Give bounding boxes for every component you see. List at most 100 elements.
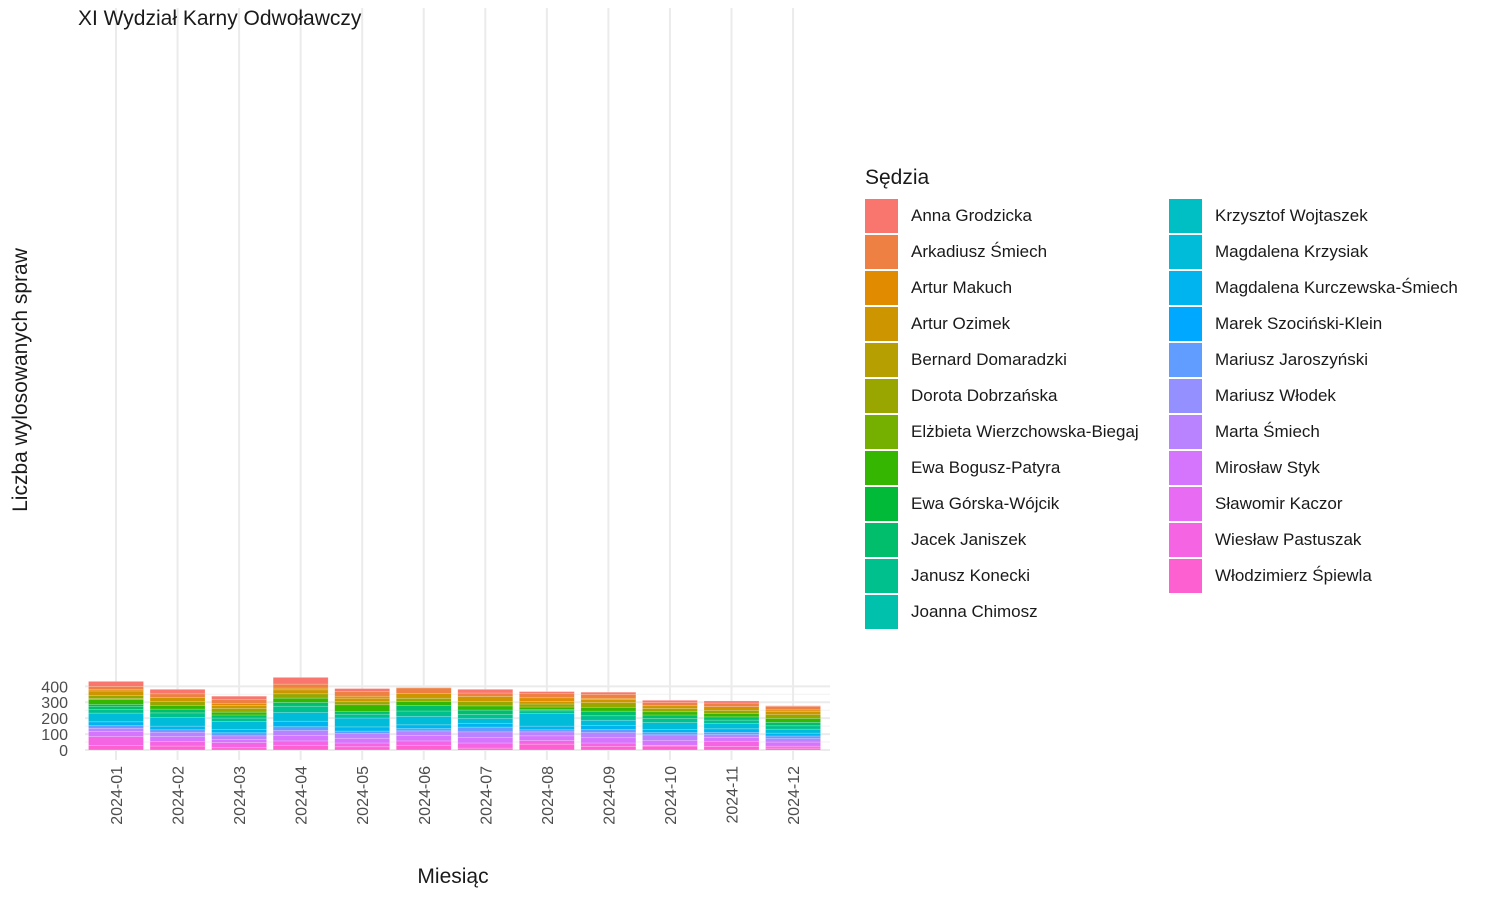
legend-key xyxy=(1169,487,1202,521)
x-tick-label: 2024-08 xyxy=(540,766,557,825)
legend-item: Artur Makuch xyxy=(865,270,1012,306)
bar-segment xyxy=(457,701,514,707)
bar-segment xyxy=(642,729,698,733)
bar-segment xyxy=(211,704,267,709)
y-tick-label: 0 xyxy=(59,743,68,760)
bar-segment xyxy=(211,699,267,704)
legend-label: Mirosław Styk xyxy=(1215,458,1320,477)
bar-segment xyxy=(395,687,452,694)
bar-segment xyxy=(519,729,575,733)
bar-segment xyxy=(88,725,144,729)
legend-title: Sędzia xyxy=(865,166,930,189)
bar-segment xyxy=(211,695,267,700)
bar-segment xyxy=(149,717,206,727)
bar-segment xyxy=(519,691,575,694)
bar-segment xyxy=(703,728,760,733)
bar-segment xyxy=(88,709,144,714)
bar-segment xyxy=(272,677,329,685)
bar-segment xyxy=(395,730,452,736)
bar-segment xyxy=(519,693,575,699)
bar-segment xyxy=(395,724,452,729)
bar-segment xyxy=(519,703,575,708)
bar-segment xyxy=(703,713,760,718)
bar-segment xyxy=(272,740,329,746)
bar-segment xyxy=(703,702,760,707)
bar-segment xyxy=(519,731,575,737)
legend-label: Anna Grodzicka xyxy=(911,206,1032,225)
legend-item: Joanna Chimosz xyxy=(865,594,1038,630)
bar-segment xyxy=(765,735,821,739)
legend-key xyxy=(1169,199,1202,233)
bar-segment xyxy=(272,735,329,742)
bar-segment xyxy=(765,705,821,707)
legend-item: Ewa Bogusz-Patyra xyxy=(865,450,1060,486)
bar-segment xyxy=(703,716,760,721)
legend-label: Dorota Dobrzańska xyxy=(911,386,1058,405)
bar-segment xyxy=(334,733,391,739)
bar-segment xyxy=(211,717,267,722)
bar-segment xyxy=(519,713,575,727)
x-tick-label: 2024-06 xyxy=(417,766,434,825)
bar-segment xyxy=(395,701,452,706)
legend-item: Ewa Górska-Wójcik xyxy=(865,486,1059,522)
bar-segment xyxy=(272,689,329,695)
bar-segment xyxy=(211,739,267,743)
bar-segment xyxy=(642,734,698,741)
bar-segment xyxy=(272,687,329,691)
legend-item: Arkadiusz Śmiech xyxy=(865,234,1047,270)
legend-key xyxy=(1169,451,1202,485)
legend-item: Dorota Dobrzańska xyxy=(865,378,1057,414)
legend-key xyxy=(1169,523,1202,557)
bar-segment xyxy=(334,746,391,751)
bar-segment xyxy=(642,714,698,719)
bar-segment xyxy=(88,690,144,696)
x-tick-label: 2024-09 xyxy=(601,766,618,825)
bar-segment xyxy=(149,693,206,698)
bar-segment xyxy=(580,719,637,726)
bar-segment xyxy=(149,731,206,737)
bar-segment xyxy=(272,744,329,751)
bar-segment xyxy=(457,718,514,724)
bar-segment xyxy=(334,701,391,706)
y-tick-label: 400 xyxy=(41,679,68,696)
bar-segment xyxy=(395,710,452,717)
legend-label: Ewa Górska-Wójcik xyxy=(911,494,1060,513)
legend-item: Wiesław Pastuszak xyxy=(1169,522,1361,558)
y-tick-label: 100 xyxy=(41,727,68,744)
bar-segment xyxy=(395,705,452,712)
legend-key xyxy=(1169,379,1202,413)
bar-segment xyxy=(642,705,698,709)
bar-segment xyxy=(272,730,329,736)
chart-title: XI Wydział Karny Odwoławczy xyxy=(78,7,362,30)
bar-segment xyxy=(703,732,760,736)
bar-segment xyxy=(211,742,267,749)
bar-segment xyxy=(211,729,267,734)
bar-segment xyxy=(149,725,206,731)
bar-segment xyxy=(211,711,267,716)
bar-segment xyxy=(642,711,698,716)
bar-segment xyxy=(211,735,267,740)
bar-segment xyxy=(765,732,821,737)
legend-item: Włodzimierz Śpiewla xyxy=(1169,558,1372,594)
legend-label: Marek Szociński-Klein xyxy=(1215,314,1383,333)
bar-segment xyxy=(457,737,514,744)
legend-key xyxy=(865,379,898,413)
legend-item: Anna Grodzicka xyxy=(865,198,1032,234)
bar-segment xyxy=(272,683,329,689)
bar-segment xyxy=(580,710,637,717)
bar-segment xyxy=(519,725,575,731)
legend-label: Elżbieta Wierzchowska-Biegaj xyxy=(911,422,1139,441)
y-axis-label: Liczba wylosowanych spraw xyxy=(9,248,32,512)
legend-label: Janusz Konecki xyxy=(911,566,1031,585)
bar-segment xyxy=(765,714,821,719)
bar-segment xyxy=(765,721,821,727)
legend-item: Magdalena Krzysiak xyxy=(1169,234,1368,270)
legend-label: Krzysztof Wojtaszek xyxy=(1215,206,1368,225)
bar-segment xyxy=(334,726,391,732)
legend-item: Magdalena Kurczewska-Śmiech xyxy=(1169,270,1458,306)
x-tick-label: 2024-10 xyxy=(663,766,680,825)
bar-segment xyxy=(457,731,514,738)
bar-segment xyxy=(334,730,391,734)
